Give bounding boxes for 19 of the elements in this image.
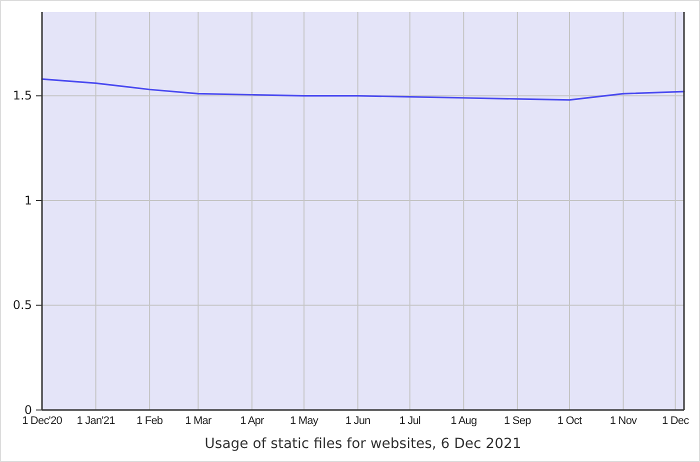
y-tick-label: 1.5 — [12, 88, 32, 103]
x-tick-label: 1 Mar — [185, 414, 212, 427]
line-series — [41, 78, 685, 101]
text: Usage of static files for websites, 6 Dec 2021 — [204, 436, 522, 452]
x-tick-label: 1 Jan'21 — [76, 414, 116, 427]
x-tick-label: 1 May — [290, 414, 319, 427]
y-tick-label: 0 — [24, 402, 32, 417]
x-tick-label: 1 Feb — [136, 414, 163, 427]
x-tick-label: 1 Jul — [399, 414, 420, 427]
x-tick-label: 1 Apr — [240, 414, 265, 427]
y-tick-label: 0.5 — [12, 298, 32, 312]
x-tick-label: 1 Aug — [450, 414, 477, 427]
x-tick-label: 1 Dec'20 — [22, 414, 62, 427]
x-tick-label: 1 Jun — [345, 414, 371, 427]
x-tick-label: 1 Nov — [610, 414, 638, 427]
y-tick-label: 1 — [24, 193, 32, 208]
x-tick-label: 1 Sep — [504, 414, 532, 427]
x-tick-label: 1 Oct — [557, 414, 582, 427]
x-tick-label: 1 Dec — [662, 414, 690, 427]
